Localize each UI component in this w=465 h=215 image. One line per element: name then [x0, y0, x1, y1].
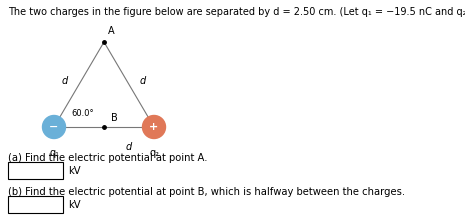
Text: B: B — [111, 113, 118, 123]
Circle shape — [142, 115, 166, 138]
Text: kV: kV — [68, 201, 80, 210]
Text: q₁: q₁ — [49, 147, 59, 158]
Text: d: d — [140, 77, 146, 86]
Circle shape — [42, 115, 66, 138]
Text: d: d — [126, 142, 132, 152]
Text: −: − — [49, 122, 59, 132]
Text: (b) Find the electric potential at point B, which is halfway between the charges: (b) Find the electric potential at point… — [8, 187, 405, 197]
Text: kV: kV — [68, 166, 80, 177]
Text: The two charges in the figure below are separated by d = 2.50 cm. (Let q₁ = −19.: The two charges in the figure below are … — [8, 7, 465, 17]
FancyBboxPatch shape — [8, 162, 63, 179]
Text: q₂: q₂ — [149, 147, 159, 158]
Text: (a) Find the electric potential at point A.: (a) Find the electric potential at point… — [8, 153, 207, 163]
FancyBboxPatch shape — [8, 196, 63, 213]
Text: d: d — [62, 77, 68, 86]
Text: A: A — [108, 26, 115, 36]
Text: +: + — [149, 122, 159, 132]
Text: 60.0°: 60.0° — [71, 109, 93, 118]
